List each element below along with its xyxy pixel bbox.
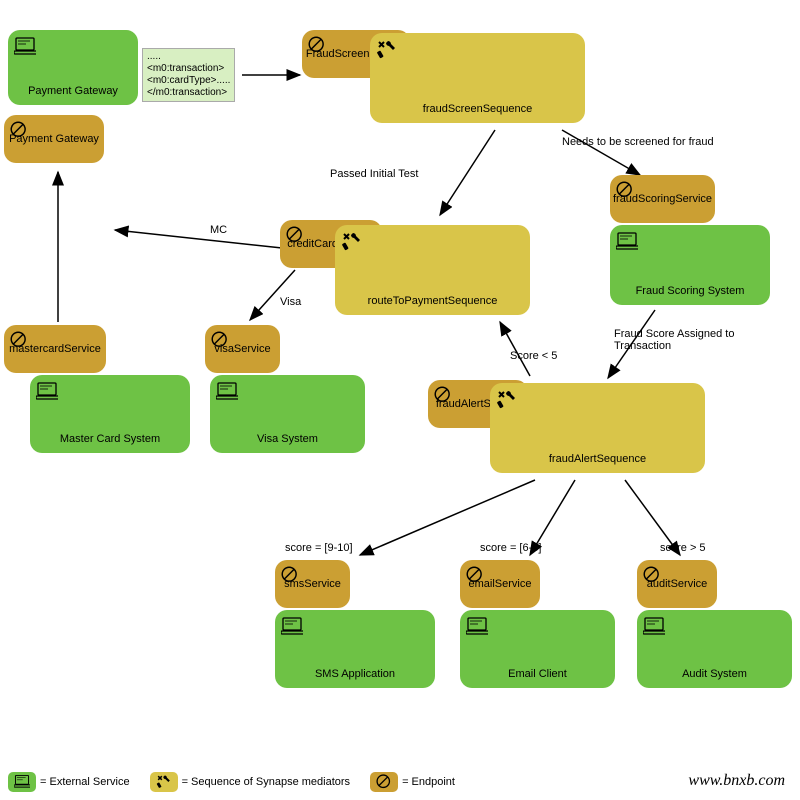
node-visaServiceEp: visaService [205, 325, 280, 373]
stop-icon [286, 226, 304, 247]
edge-label-3: MC [210, 224, 227, 236]
node-label: fraudAlertSequence [490, 453, 705, 465]
node-fraudScreenSeq: fraudScreenSequence [370, 33, 585, 123]
edge-label-2: Needs to be screened for fraud [562, 136, 714, 148]
stop-icon [434, 386, 452, 407]
legend-item-sequence: = Sequence of Synapse mediators [150, 772, 350, 792]
edge-label-7: Fraud Score Assigned toTransaction [614, 328, 734, 352]
node-fraudScoringSystem: Fraud Scoring System [610, 225, 770, 305]
stop-icon [10, 121, 28, 142]
computer-icon [643, 616, 665, 641]
node-masterCardSystem: Master Card System [30, 375, 190, 453]
stop-icon [10, 331, 28, 352]
xml-tooltip: .....<m0:transaction> <m0:cardType>.....… [142, 48, 235, 102]
stop-icon [308, 36, 326, 57]
computer-icon [281, 616, 303, 641]
node-paymentGateway: Payment Gateway [8, 30, 138, 105]
stop-icon [211, 331, 229, 352]
stop-icon [616, 181, 634, 202]
stop-icon [281, 566, 299, 587]
computer-icon [14, 36, 36, 61]
node-fraudScoringServiceEp: fraudScoringService [610, 175, 715, 223]
node-label: Fraud Scoring System [610, 285, 770, 297]
watermark: www.bnxb.com [688, 772, 785, 790]
node-smsServiceEp: smsService [275, 560, 350, 608]
edge-label-9: score = [6-8] [480, 542, 541, 554]
stop-icon [466, 566, 484, 587]
computer-icon [36, 381, 58, 406]
node-label: Email Client [460, 668, 615, 680]
node-smsApp: SMS Application [275, 610, 435, 688]
node-routeToPaymentSeq: routeToPaymentSequence [335, 225, 530, 315]
node-emailServiceEp: emailService [460, 560, 540, 608]
edge-label-1: Passed Initial Test [330, 168, 418, 180]
node-label: Visa System [210, 433, 365, 445]
node-emailClient: Email Client [460, 610, 615, 688]
node-label: Payment Gateway [8, 85, 138, 97]
computer-icon [466, 616, 488, 641]
node-label: routeToPaymentSequence [335, 295, 530, 307]
node-mastercardServiceEp: mastercardService [4, 325, 106, 373]
node-paymentGatewayEp: Payment Gateway [4, 115, 104, 163]
edge-label-8: score = [9-10] [285, 542, 353, 554]
node-auditSystem: Audit System [637, 610, 792, 688]
computer-icon [216, 381, 238, 406]
tools-icon [376, 39, 398, 64]
edge-label-4: Visa [280, 296, 301, 308]
node-auditServiceEp: auditService [637, 560, 717, 608]
legend: = External Service = Sequence of Synapse … [8, 772, 455, 792]
node-label: Master Card System [30, 433, 190, 445]
node-label: Audit System [637, 668, 792, 680]
node-visaSystem: Visa System [210, 375, 365, 453]
node-label: fraudScreenSequence [370, 103, 585, 115]
legend-item-external: = External Service [8, 772, 130, 792]
node-fraudAlertSeq: fraudAlertSequence [490, 383, 705, 473]
computer-icon [616, 231, 638, 256]
edge-label-10: score > 5 [660, 542, 706, 554]
tools-icon [341, 231, 363, 256]
tools-icon [496, 389, 518, 414]
legend-item-endpoint: = Endpoint [370, 772, 455, 792]
edge-label-6: Score < 5 [510, 350, 557, 362]
node-label: SMS Application [275, 668, 435, 680]
stop-icon [643, 566, 661, 587]
